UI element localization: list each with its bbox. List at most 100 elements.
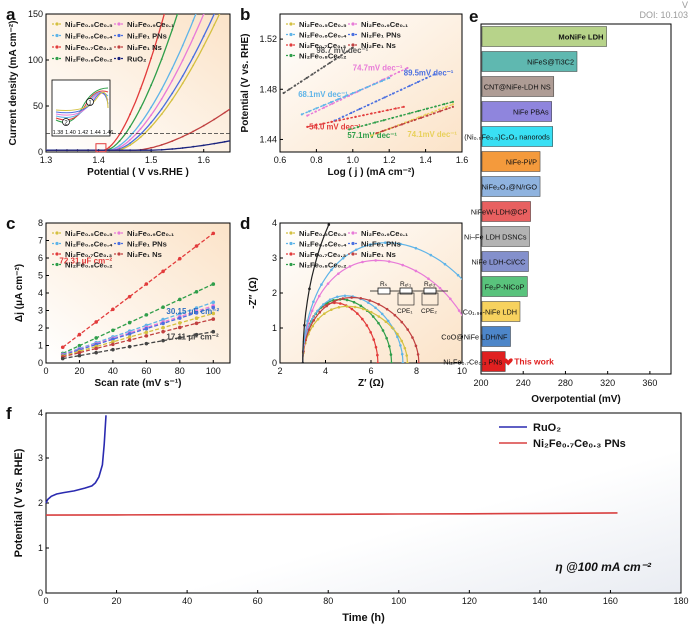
b-tafel-marker [288, 88, 291, 91]
c-data-point [211, 329, 216, 334]
a-series-marker [171, 79, 174, 82]
a-series-marker [224, 2, 226, 4]
e-heart-icon [503, 358, 513, 366]
panel-e: 200 240 280 320 360 Overpotential (mV) e MoNiFe… [441, 7, 672, 405]
d-nyquist-point [376, 162, 379, 165]
e-bar-label: (Ni₀.₅Fe₀.₅)C₂O₄ nanorods [464, 133, 550, 142]
f-panel-label: f [6, 404, 12, 423]
d-panel-label: d [240, 214, 250, 233]
d-circuit-label-rct1: Rₑₜ₁ [400, 281, 412, 288]
b-tafel-marker [439, 110, 442, 113]
d-nyquist-point [320, 283, 323, 286]
c-fit-line [62, 232, 214, 348]
a-series-marker [160, 88, 163, 90]
e-bar-label: NiFeS@Ti3C2 [527, 58, 574, 67]
b-legend-item: Ni₂Fe₀.₇Ce₀.₃ [286, 41, 347, 50]
a-inset: 1 21.38 1.40 1.42 1.44 1.46 [51, 79, 113, 137]
a-series-marker [118, 140, 121, 142]
f-legend-label: RuO₂ [533, 422, 561, 434]
c-data-point [161, 325, 165, 330]
d-nyquist-point [322, 303, 325, 306]
b-legend-label: Ni₂Fe₀.₉Ce₀.₁ [361, 20, 408, 29]
b-tafel-marker [340, 54, 343, 57]
f-xtick-label: 80 [323, 596, 333, 606]
d-legend-item: Ni₂Fe₀.₈Ce₀.₂ [286, 261, 347, 270]
d-nyquist-point [400, 339, 403, 343]
a-inset-tick-label: 1.44 [90, 130, 101, 136]
b-tafel-marker [425, 76, 428, 80]
b-tafel-marker [451, 100, 454, 103]
a-ylabel: Current density (mA cm⁻²) [8, 21, 19, 146]
c-data-point [211, 300, 216, 305]
a-series-marker [66, 149, 68, 152]
b-slope-label: 54.0 mV dec⁻¹ [309, 122, 361, 131]
d-ytick-label: 2 [272, 288, 277, 298]
e-xtick-label: 240 [516, 378, 531, 388]
e-xtick-label: 360 [642, 378, 657, 388]
a-series-marker [129, 125, 132, 128]
b-slope-label: 74.1mV dec⁻¹ [407, 130, 457, 139]
d-nyquist-point [354, 248, 358, 252]
b-tafel-marker [294, 84, 297, 87]
e-bar-group: (Ni₀.₅Fe₀.₅)C₂O₄ nanorods [464, 126, 553, 147]
d-nyquist-point [327, 223, 331, 226]
d-nyquist-point [308, 287, 311, 291]
d-legend-marker [289, 241, 293, 246]
c-legend-marker [117, 231, 121, 235]
c-legend-item: Ni₂Fe₁ Ns [114, 250, 162, 259]
b-tafel-marker [400, 123, 404, 126]
d-equivalent-circuit: Rₛ Rₑₜ₁ Rₑₜ₂ CPE₁ CPE₂ [370, 281, 448, 315]
c-data-point [144, 341, 149, 346]
b-tafel-marker [394, 125, 397, 128]
a-series-marker [213, 118, 216, 121]
d-nyquist-point [427, 277, 430, 281]
c-ytick-label: 1 [38, 341, 43, 351]
b-tafel-marker [300, 113, 303, 116]
c-data-point [194, 321, 199, 326]
a-series-marker [150, 84, 153, 87]
b-slope-label: 98.7 mV dec⁻¹ [316, 46, 368, 55]
b-legend-marker [289, 22, 293, 26]
f-ytick-label: 3 [38, 453, 43, 463]
e-bar-label: Ni–Fe LDH DSNCs [464, 233, 527, 242]
a-legend-item: Ni₂Fe₁ PNs [114, 32, 167, 41]
e-bar-label: NiFe₂O₄@N/rGO [482, 183, 538, 192]
d-xlabel: Z′ (Ω) [358, 378, 384, 389]
d-circuit-cpe2-branch [421, 292, 439, 306]
d-nyquist-point [368, 299, 372, 302]
f-xtick-label: 20 [112, 596, 122, 606]
d-nyquist-point [345, 305, 349, 308]
d-nyquist-point [414, 344, 418, 348]
a-inset-tick-label: 1.40 [65, 130, 76, 136]
d-nyquist-point [303, 323, 306, 327]
c-capacitance-label: 17.11 μF cm⁻² [166, 332, 219, 341]
b-legend-marker [289, 53, 293, 58]
b-tafel-marker [314, 110, 317, 113]
c-legend-marker [55, 231, 59, 235]
f-ytick-label: 2 [38, 498, 43, 508]
b-tafel-marker [338, 119, 341, 122]
b-tafel-marker [334, 58, 337, 61]
b-tafel-marker [406, 66, 409, 70]
d-nyquist-point [310, 309, 314, 313]
a-series-marker [223, 140, 226, 143]
b-tafel-marker [399, 114, 403, 117]
b-tafel-marker [383, 96, 386, 99]
a-series-marker [171, 28, 174, 31]
c-data-point [178, 335, 182, 340]
b-legend-label: Ni₂Fe₀.₅Ce₀.₅ [299, 20, 347, 29]
b-tafel-marker [434, 105, 437, 108]
a-ytick-label: 100 [28, 55, 43, 65]
a-legend-label: Ni₂Fe₀.₈Ce₀.₂ [65, 55, 113, 64]
a-series-marker [171, 148, 174, 150]
a-series-marker [139, 107, 142, 109]
c-data-point [161, 329, 165, 334]
a-legend-item: Ni₂Fe₀.₆Ce₀.₄ [52, 32, 113, 41]
b-slope-label: 68.1mV dec⁻¹ [298, 90, 348, 99]
f-plot-background [46, 413, 681, 593]
d-nyquist-point [393, 313, 397, 317]
c-data-point [94, 320, 98, 324]
d-nyquist-point [399, 344, 402, 347]
d-nyquist-point [456, 273, 460, 277]
b-tafel-marker [397, 70, 401, 74]
